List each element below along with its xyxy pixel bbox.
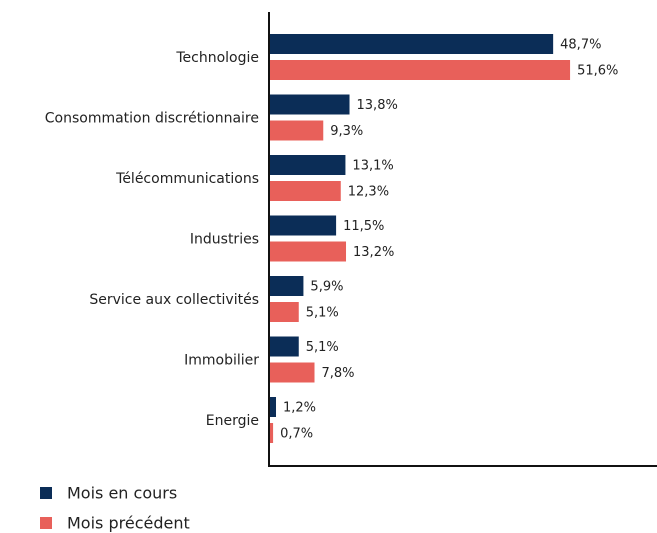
value-label: 48,7% (560, 38, 601, 53)
bar (269, 336, 299, 357)
bar (269, 397, 277, 417)
value-label: 11,5% (343, 219, 384, 234)
legend-label: Mois précédent (67, 514, 190, 533)
bar (269, 60, 571, 80)
bar (269, 34, 554, 54)
category-label: Industries (190, 232, 259, 248)
value-label: 13,1% (352, 159, 393, 174)
value-label: 9,3% (330, 124, 363, 139)
bar (269, 215, 337, 236)
bar (269, 241, 347, 262)
value-label: 5,1% (306, 306, 339, 321)
category-label: Technologie (175, 50, 259, 66)
value-label: 5,1% (306, 340, 339, 355)
value-label: 12,3% (348, 185, 389, 200)
bar (269, 155, 346, 175)
bar (269, 94, 350, 115)
category-label: Télécommunications (115, 171, 259, 187)
value-label: 0,7% (280, 427, 313, 442)
bar (269, 120, 324, 141)
value-label: 5,9% (310, 280, 343, 295)
bar (269, 276, 304, 296)
legend-swatch (40, 487, 52, 499)
bar (269, 181, 341, 201)
bar (269, 423, 274, 443)
bar (269, 362, 315, 383)
category-label: Energie (206, 413, 259, 429)
value-label: 51,6% (577, 64, 618, 79)
bar (269, 302, 299, 322)
value-label: 13,2% (353, 245, 394, 260)
value-label: 13,8% (357, 98, 398, 113)
value-label: 1,2% (283, 401, 316, 416)
category-label: Consommation discrétionnaire (45, 111, 259, 127)
category-label: Immobilier (184, 353, 259, 369)
category-label: Service aux collectivités (89, 292, 259, 308)
legend-swatch (40, 517, 52, 529)
value-label: 7,8% (322, 366, 355, 381)
legend-label: Mois en cours (67, 484, 177, 503)
